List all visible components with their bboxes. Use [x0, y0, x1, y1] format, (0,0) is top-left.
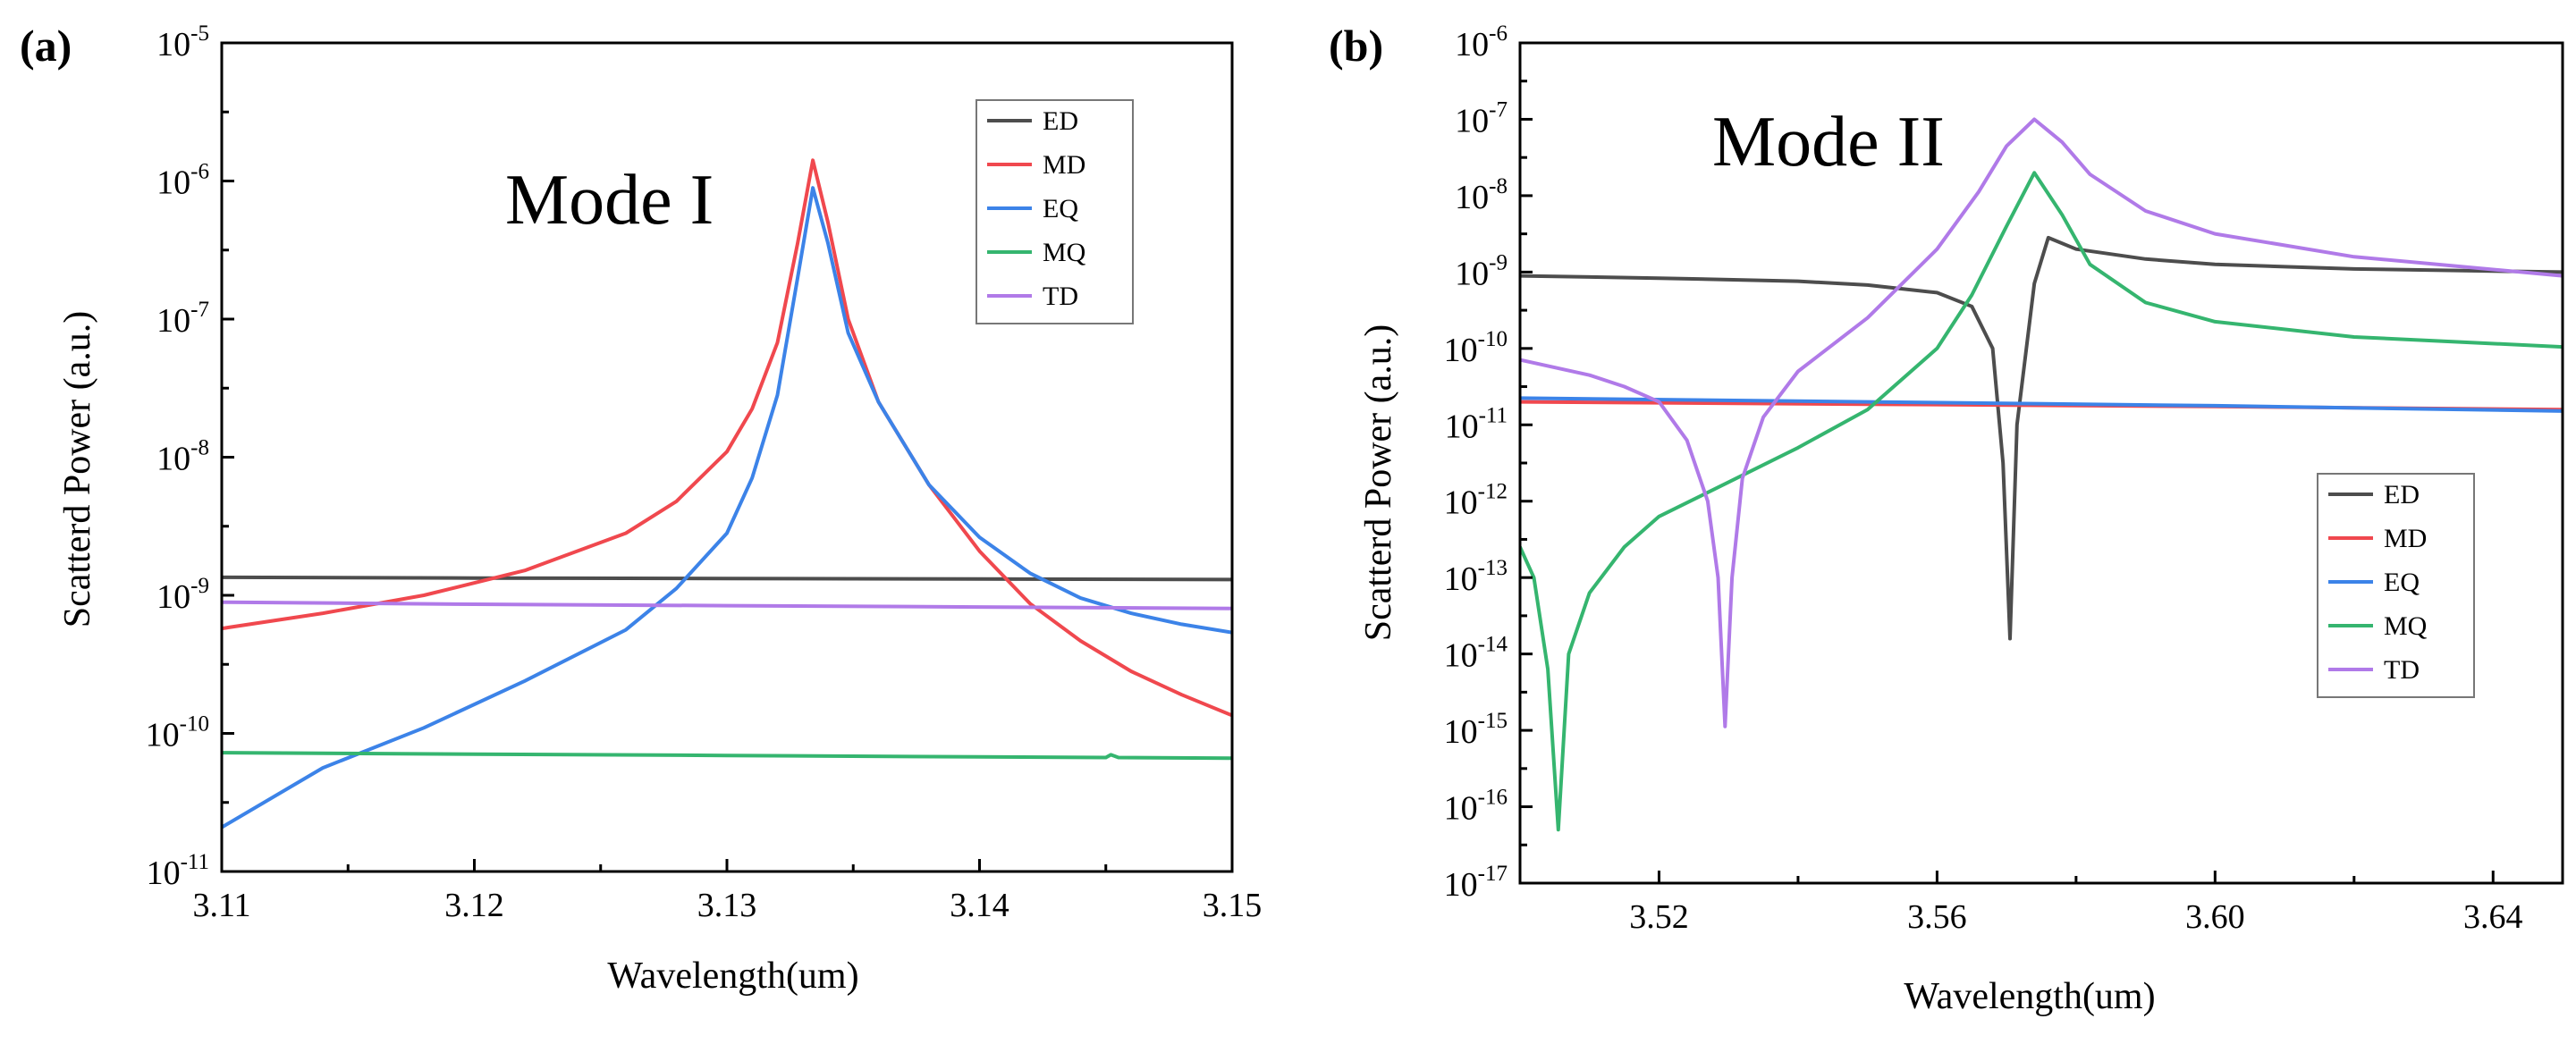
panel-b-y-tick-label: 10-7 — [1455, 97, 1508, 139]
panel-a-legend-label-td: TD — [1043, 282, 1078, 311]
panel-a-y-tick-label: 10-6 — [156, 160, 209, 202]
panel-b-legend-label-ed: ED — [2384, 480, 2420, 509]
panel-b-x-tick-label: 3.60 — [2185, 898, 2245, 936]
panel-b-y-axis-title: Scatterd Power (a.u.) — [1358, 324, 1399, 642]
panel-a-y-tick-label: 10-9 — [156, 574, 209, 616]
panel-b-legend: ED MD EQ MQ TD — [2317, 473, 2475, 698]
panel-b-chart: (b) Scatterd Power (a.u.) Wavelength(um)… — [1329, 21, 2564, 1017]
panel-a-x-tick-label: 3.13 — [697, 887, 757, 924]
panel-a-legend-label-ed: ED — [1043, 106, 1078, 136]
panel-b-axes-frame — [1518, 41, 2564, 885]
panel-b-legend-box — [2317, 473, 2475, 698]
panel-a-series-eq — [222, 186, 1232, 829]
panel-b-legend-label-mq: MQ — [2384, 611, 2428, 641]
panel-a-x-axis-title: Wavelength(um) — [607, 956, 858, 997]
panel-a-x-tick-label: 3.15 — [1203, 887, 1263, 924]
panel-a-plot-area: 10-11 10-10 10-9 10-8 10-7 10-6 10-5 3.11 3.12 3.… — [146, 21, 1263, 924]
panel-b-y-tick-label: 10-11 — [1445, 403, 1508, 445]
panel-b-legend-label-md: MD — [2384, 524, 2427, 553]
panel-a-y-tick-label: 10-5 — [156, 21, 209, 63]
panel-a-x-tick-label: 3.12 — [444, 887, 504, 924]
panel-a-x-tick-label: 3.14 — [950, 887, 1009, 924]
panel-b-y-tick-label: 10-16 — [1444, 786, 1508, 828]
panel-b-y-tick-label: 10-17 — [1444, 862, 1508, 904]
panel-a-mode-label: Mode I — [505, 161, 714, 240]
panel-a-legend-label-md: MD — [1043, 150, 1085, 180]
panel-b-x-tick-label: 3.56 — [1907, 898, 1967, 936]
panel-a-series-mq — [222, 751, 1232, 761]
panel-a-legend-label-mq: MQ — [1043, 238, 1086, 267]
panel-a-series-ed — [222, 575, 1232, 582]
panel-b-x-tick-label: 3.52 — [1629, 898, 1689, 936]
panel-b-series-eq — [1520, 396, 2563, 413]
panel-b-y-tick-label: 10-15 — [1444, 709, 1508, 751]
panel-b-x-axis-title: Wavelength(um) — [1904, 976, 2155, 1017]
panel-a-x-tick-label: 3.11 — [192, 887, 250, 924]
panel-a-y-tick-label: 10-11 — [147, 850, 209, 892]
panel-b-y-tick-label: 10-10 — [1444, 327, 1508, 369]
panel-b-series-mq — [1520, 171, 2563, 832]
panel-a-legend-label-eq: EQ — [1043, 194, 1078, 223]
panel-b-plot-area: 10-17 10-16 10-15 10-14 10-13 10-12 10-11 10-10… — [1444, 21, 2564, 936]
panel-a-y-tick-label: 10-8 — [156, 436, 209, 478]
panel-b-legend-label-td: TD — [2384, 655, 2420, 685]
panel-b-label: (b) — [1329, 21, 1383, 71]
panel-b-y-tick-label: 10-9 — [1455, 250, 1508, 292]
panel-b-x-tick-label: 3.64 — [2463, 898, 2523, 936]
panel-a-series-md — [222, 158, 1232, 718]
panel-a-legend: ED MD EQ MQ TD — [976, 99, 1134, 324]
panel-b-y-tick-label: 10-8 — [1455, 174, 1508, 216]
panel-a-legend-box — [976, 99, 1134, 324]
panel-a-y-tick-label: 10-7 — [156, 298, 209, 340]
panel-b-y-tick-label: 10-12 — [1444, 480, 1508, 522]
panel-b-legend-label-eq: EQ — [2384, 568, 2420, 597]
panel-b-series-td — [1520, 117, 2563, 728]
panel-b-mode-label: Mode II — [1712, 103, 1945, 181]
panel-b-y-tick-label: 10-14 — [1444, 633, 1508, 675]
panel-b-y-tick-label: 10-6 — [1455, 21, 1508, 63]
panel-b-y-tick-label: 10-13 — [1444, 556, 1508, 598]
panel-a-series-td — [222, 600, 1232, 610]
panel-a-y-axis-title: Scatterd Power (a.u.) — [57, 311, 98, 628]
panel-a-chart: (a) Scatterd Power (a.u.) Wavelength(um)… — [20, 21, 1262, 997]
panel-b-series-ed — [1520, 235, 2563, 641]
panel-a-label: (a) — [20, 21, 72, 71]
panel-a-y-tick-label: 10-10 — [146, 712, 209, 754]
